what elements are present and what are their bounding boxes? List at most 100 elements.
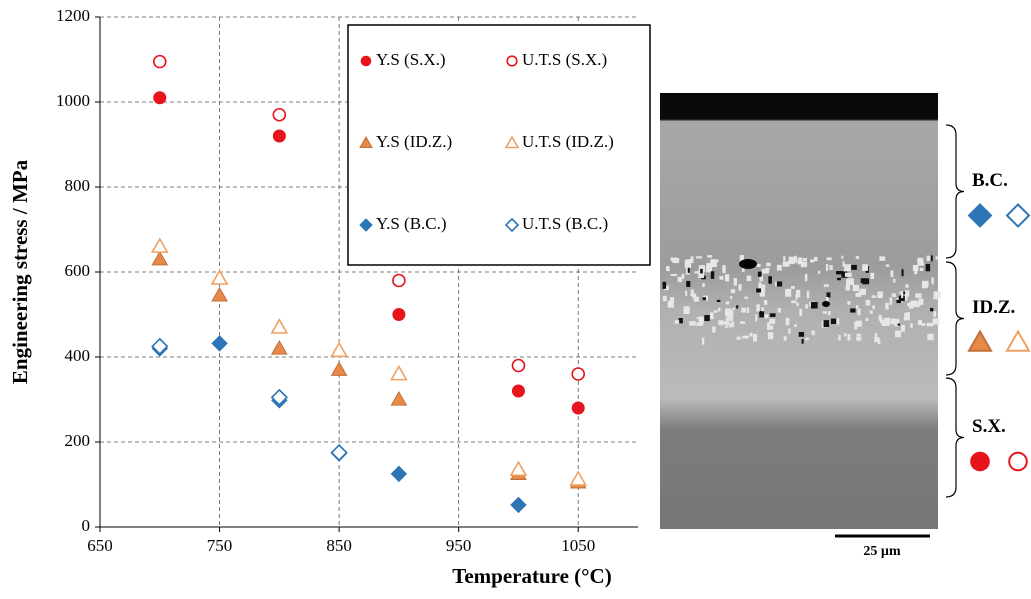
speckle xyxy=(823,284,829,287)
speckle xyxy=(851,264,857,270)
speckle xyxy=(677,276,683,283)
speckle xyxy=(874,333,878,340)
speckle xyxy=(861,289,865,294)
speckle xyxy=(836,271,843,275)
speckle xyxy=(921,323,926,326)
speckle xyxy=(828,311,831,316)
speckle xyxy=(663,285,669,291)
speckle xyxy=(830,318,837,325)
speckle xyxy=(738,284,742,291)
bracket xyxy=(945,124,965,259)
speckle xyxy=(710,271,715,279)
speckle xyxy=(769,318,776,324)
speckle xyxy=(696,256,703,259)
speckle xyxy=(746,275,752,282)
data-point xyxy=(509,460,528,477)
data-point xyxy=(511,358,526,373)
speckle xyxy=(870,272,875,279)
region-symbol xyxy=(970,451,990,472)
data-point xyxy=(330,361,348,376)
speckle xyxy=(785,317,790,326)
speckle xyxy=(768,276,772,284)
speckle xyxy=(865,299,871,306)
speckle xyxy=(885,302,889,310)
speckle xyxy=(730,321,735,328)
speckle xyxy=(790,286,795,289)
x-tick-label: 1050 xyxy=(561,536,595,555)
x-tick-label: 850 xyxy=(326,536,352,555)
speckle xyxy=(847,301,851,305)
legend-label: Y.S (S.X.) xyxy=(376,50,446,69)
data-point xyxy=(511,384,525,398)
speckle xyxy=(826,297,829,302)
speckle xyxy=(700,318,705,322)
speckle xyxy=(893,278,896,283)
y-axis-label: Engineering stress / MPa xyxy=(8,159,32,384)
bracket xyxy=(945,377,965,498)
speckle xyxy=(915,293,922,298)
scale-bar-label: 25 µm xyxy=(863,544,901,559)
data-point xyxy=(153,91,167,105)
speckle xyxy=(846,278,849,287)
speckle xyxy=(794,255,797,263)
data-point xyxy=(392,273,406,288)
speckle xyxy=(885,264,890,267)
speckle xyxy=(890,270,894,278)
speckle xyxy=(899,291,904,294)
speckle xyxy=(933,311,937,318)
legend-label: Y.S (ID.Z.) xyxy=(376,132,452,151)
speckle xyxy=(736,336,741,340)
speckle xyxy=(702,297,706,301)
speckle xyxy=(930,307,934,312)
speckle xyxy=(826,257,832,261)
data-point xyxy=(390,465,408,483)
data-point xyxy=(330,443,348,462)
data-point xyxy=(210,269,229,285)
speckle xyxy=(908,302,914,309)
speckle xyxy=(802,257,807,262)
speckle xyxy=(662,295,667,302)
speckle xyxy=(871,295,877,298)
speckle xyxy=(795,289,801,298)
speckle xyxy=(742,335,748,339)
speckle xyxy=(896,299,902,304)
speckle xyxy=(902,291,906,295)
speckle xyxy=(798,332,805,337)
legend-label: U.T.S (ID.Z.) xyxy=(522,132,614,151)
speckle xyxy=(857,308,861,316)
speckle xyxy=(701,337,705,345)
speckle xyxy=(880,317,883,324)
speckle xyxy=(912,264,919,272)
speckle xyxy=(912,301,920,308)
speckle xyxy=(756,304,760,312)
speckle xyxy=(706,263,712,268)
speckle xyxy=(739,321,746,324)
legend-marker xyxy=(359,135,373,148)
speckle xyxy=(764,314,769,319)
pore xyxy=(739,259,757,269)
legend-label: Y.S (B.C.) xyxy=(376,214,447,233)
speckle xyxy=(725,274,730,282)
speckle xyxy=(730,289,736,294)
speckle xyxy=(918,298,924,306)
y-tick-label: 1000 xyxy=(56,91,90,110)
speckle xyxy=(817,270,821,274)
data-point xyxy=(571,367,586,381)
speckle xyxy=(897,323,901,326)
speckle xyxy=(865,318,869,322)
speckle xyxy=(690,289,694,294)
speckle xyxy=(925,263,931,272)
y-tick-label: 400 xyxy=(65,346,91,365)
legend-marker xyxy=(506,55,518,67)
data-point xyxy=(272,129,286,143)
speckle xyxy=(796,302,799,307)
speckle xyxy=(694,271,699,274)
speckle xyxy=(690,293,697,296)
region-symbol xyxy=(1005,329,1031,352)
speckle xyxy=(926,322,934,327)
speckle xyxy=(724,308,732,317)
speckle xyxy=(690,256,694,263)
speckle xyxy=(930,255,933,262)
speckle xyxy=(669,297,675,303)
